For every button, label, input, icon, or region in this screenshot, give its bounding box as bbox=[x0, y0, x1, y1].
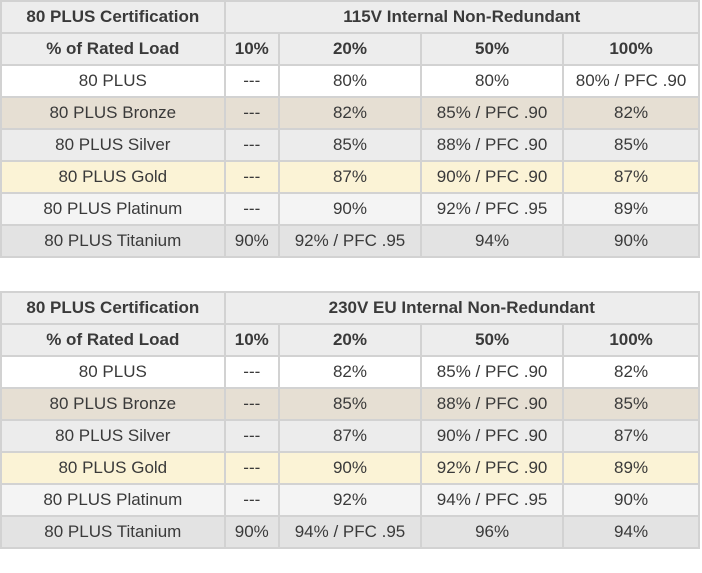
cell-certification: 80 PLUS Platinum bbox=[0, 192, 226, 226]
table-row: 80 PLUS Silver --- 85% 88% / PFC .90 85% bbox=[0, 128, 700, 162]
cell-load-50: 85% / PFC .90 bbox=[420, 355, 565, 389]
cell-certification: 80 PLUS Platinum bbox=[0, 483, 226, 517]
cell-load-100: 82% bbox=[562, 96, 700, 130]
cell-certification: 80 PLUS Titanium bbox=[0, 224, 226, 258]
cell-load-20: 80% bbox=[277, 64, 423, 98]
column-header-rated-load: % of Rated Load bbox=[0, 323, 226, 357]
cell-load-20: 82% bbox=[277, 355, 423, 389]
cell-certification: 80 PLUS Silver bbox=[0, 419, 226, 453]
table-row: 80 PLUS Platinum --- 92% 94% / PFC .95 90% bbox=[0, 483, 700, 517]
column-header-rated-load: % of Rated Load bbox=[0, 32, 226, 66]
column-header-100: 100% bbox=[562, 32, 700, 66]
cell-load-10: --- bbox=[223, 64, 280, 98]
cell-load-20: 92% / PFC .95 bbox=[277, 224, 423, 258]
cell-load-10: --- bbox=[223, 160, 280, 194]
cell-certification: 80 PLUS Titanium bbox=[0, 515, 226, 549]
cell-load-10: --- bbox=[223, 96, 280, 130]
cell-certification: 80 PLUS Silver bbox=[0, 128, 226, 162]
table-title-row: 80 PLUS Certification 230V EU Internal N… bbox=[0, 291, 701, 325]
table-title: 115V Internal Non-Redundant bbox=[223, 0, 701, 34]
cell-load-100: 90% bbox=[562, 224, 700, 258]
cell-load-100: 80% / PFC .90 bbox=[562, 64, 700, 98]
table-row: 80 PLUS --- 80% 80% 80% / PFC .90 bbox=[0, 64, 700, 98]
column-header-20: 20% bbox=[277, 323, 423, 357]
table-row: 80 PLUS Titanium 90% 92% / PFC .95 94% 90% bbox=[0, 224, 700, 258]
load-header-row: % of Rated Load 10% 20% 50% 100% bbox=[0, 323, 700, 357]
cell-load-10: --- bbox=[223, 451, 280, 485]
cell-load-100: 89% bbox=[562, 192, 700, 226]
cell-load-10: --- bbox=[223, 387, 280, 421]
table-row: 80 PLUS --- 82% 85% / PFC .90 82% bbox=[0, 355, 700, 389]
cell-load-100: 87% bbox=[562, 419, 700, 453]
cell-certification: 80 PLUS Gold bbox=[0, 160, 226, 194]
cell-load-100: 94% bbox=[562, 515, 700, 549]
cell-load-10: --- bbox=[223, 355, 280, 389]
cell-load-50: 85% / PFC .90 bbox=[420, 96, 565, 130]
cell-load-50: 88% / PFC .90 bbox=[420, 128, 565, 162]
cell-load-100: 90% bbox=[562, 483, 700, 517]
cell-load-100: 82% bbox=[562, 355, 700, 389]
cell-load-50: 96% bbox=[420, 515, 565, 549]
cell-certification: 80 PLUS bbox=[0, 64, 226, 98]
cell-load-20: 90% bbox=[277, 192, 423, 226]
cell-load-50: 90% / PFC .90 bbox=[420, 160, 565, 194]
table-115v-body: 80 PLUS Certification 115V Internal Non-… bbox=[0, 0, 701, 258]
cell-certification: 80 PLUS Bronze bbox=[0, 96, 226, 130]
table-230v-eu-body: 80 PLUS Certification 230V EU Internal N… bbox=[0, 291, 701, 549]
cell-load-50: 90% / PFC .90 bbox=[420, 419, 565, 453]
cell-certification: 80 PLUS bbox=[0, 355, 226, 389]
cell-load-10: 90% bbox=[223, 515, 280, 549]
cell-load-10: --- bbox=[223, 419, 280, 453]
cell-certification: 80 PLUS Bronze bbox=[0, 387, 226, 421]
table-title-row: 80 PLUS Certification 115V Internal Non-… bbox=[0, 0, 701, 34]
table-title: 230V EU Internal Non-Redundant bbox=[223, 291, 701, 325]
cell-load-50: 80% bbox=[420, 64, 565, 98]
cell-load-100: 85% bbox=[562, 387, 700, 421]
cell-load-100: 85% bbox=[562, 128, 700, 162]
cell-certification: 80 PLUS Gold bbox=[0, 451, 226, 485]
table-row: 80 PLUS Bronze --- 85% 88% / PFC .90 85% bbox=[0, 387, 700, 421]
column-header-10: 10% bbox=[223, 323, 280, 357]
cell-load-10: --- bbox=[223, 483, 280, 517]
cell-load-20: 90% bbox=[277, 451, 423, 485]
cell-load-20: 94% / PFC .95 bbox=[277, 515, 423, 549]
table-row: 80 PLUS Gold --- 90% 92% / PFC .90 89% bbox=[0, 451, 700, 485]
cell-load-10: --- bbox=[223, 128, 280, 162]
table-row: 80 PLUS Gold --- 87% 90% / PFC .90 87% bbox=[0, 160, 700, 194]
cell-load-10: --- bbox=[223, 192, 280, 226]
cell-load-20: 92% bbox=[277, 483, 423, 517]
table-row: 80 PLUS Silver --- 87% 90% / PFC .90 87% bbox=[0, 419, 700, 453]
column-header-50: 50% bbox=[420, 32, 565, 66]
cell-load-20: 82% bbox=[277, 96, 423, 130]
table-row: 80 PLUS Platinum --- 90% 92% / PFC .95 89% bbox=[0, 192, 700, 226]
table-row: 80 PLUS Bronze --- 82% 85% / PFC .90 82% bbox=[0, 96, 700, 130]
cell-load-20: 85% bbox=[277, 387, 423, 421]
cell-load-100: 87% bbox=[562, 160, 700, 194]
table-row: 80 PLUS Titanium 90% 94% / PFC .95 96% 94% bbox=[0, 515, 700, 549]
cell-load-20: 85% bbox=[277, 128, 423, 162]
cell-load-50: 88% / PFC .90 bbox=[420, 387, 565, 421]
cell-load-50: 92% / PFC .95 bbox=[420, 192, 565, 226]
cell-load-20: 87% bbox=[277, 160, 423, 194]
certification-header: 80 PLUS Certification bbox=[0, 0, 226, 34]
column-header-100: 100% bbox=[562, 323, 700, 357]
table-115v: 80 PLUS Certification 115V Internal Non-… bbox=[0, 0, 701, 258]
cell-load-50: 94% bbox=[420, 224, 565, 258]
cell-load-20: 87% bbox=[277, 419, 423, 453]
column-header-20: 20% bbox=[277, 32, 423, 66]
load-header-row: % of Rated Load 10% 20% 50% 100% bbox=[0, 32, 700, 66]
column-header-10: 10% bbox=[223, 32, 280, 66]
cell-load-50: 92% / PFC .90 bbox=[420, 451, 565, 485]
cell-load-100: 89% bbox=[562, 451, 700, 485]
column-header-50: 50% bbox=[420, 323, 565, 357]
cell-load-50: 94% / PFC .95 bbox=[420, 483, 565, 517]
table-230v-eu: 80 PLUS Certification 230V EU Internal N… bbox=[0, 291, 701, 549]
certification-header: 80 PLUS Certification bbox=[0, 291, 226, 325]
cell-load-10: 90% bbox=[223, 224, 280, 258]
